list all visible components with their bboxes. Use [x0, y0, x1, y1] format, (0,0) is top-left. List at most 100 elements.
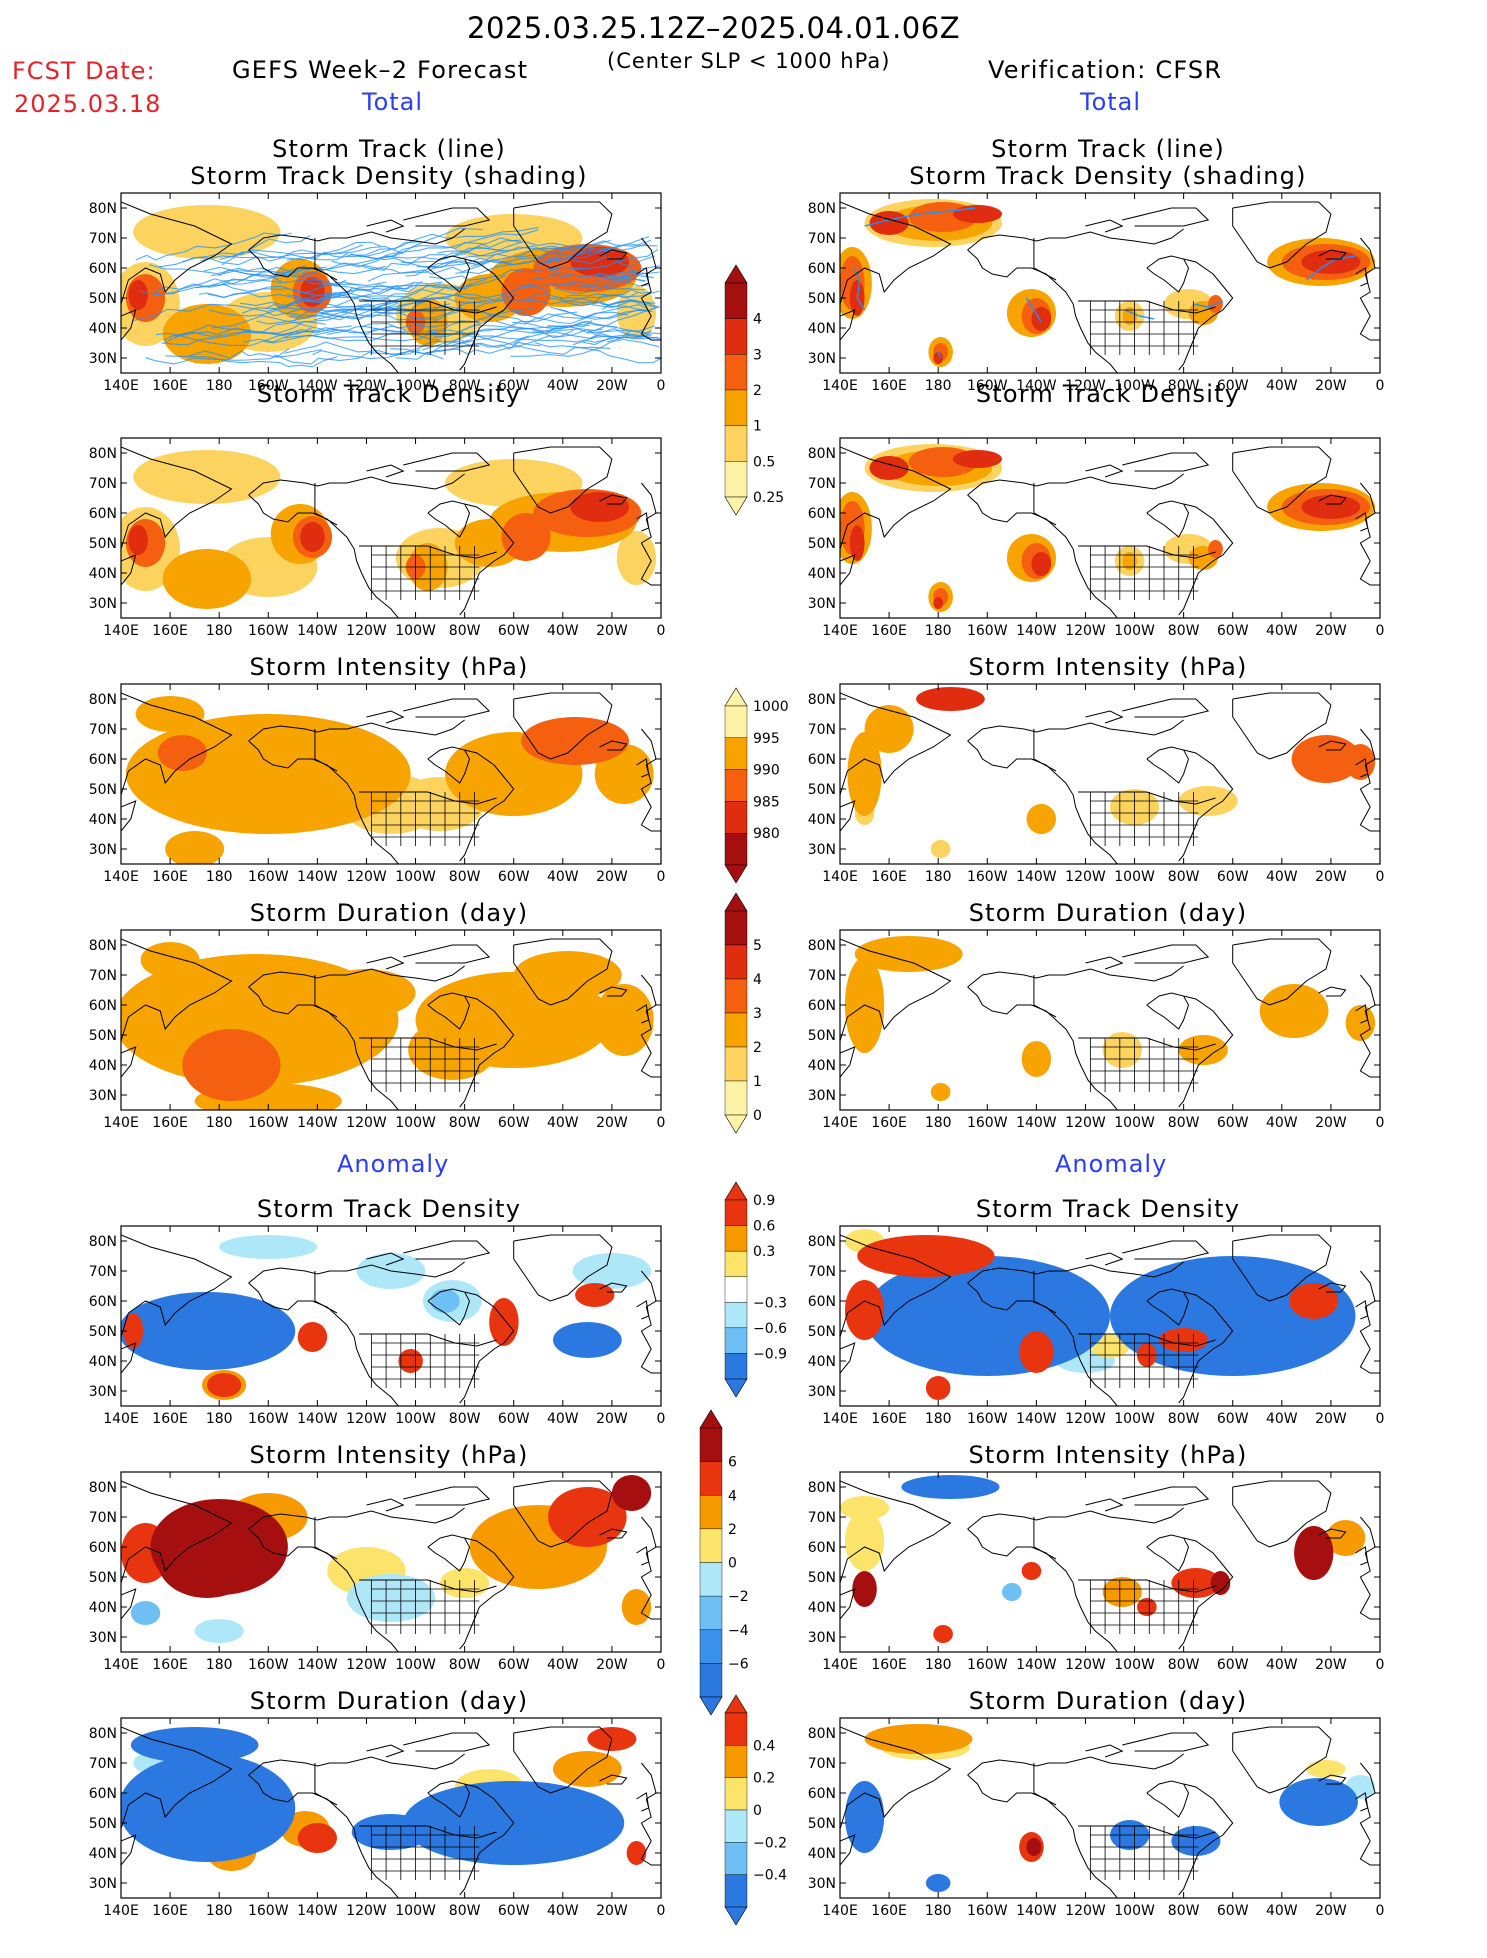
lon-tick-label: 160W [248, 378, 289, 394]
coastline [121, 1342, 137, 1374]
panel-title-obs-duration: Storm Duration (day) [838, 900, 1378, 927]
lat-tick-label: 80N [89, 446, 117, 462]
colorbar-segment [724, 1276, 748, 1303]
lat-tick-label: 50N [808, 1324, 836, 1340]
storm-track-line [510, 338, 660, 357]
lon-tick-label: 20W [596, 1115, 628, 1131]
colorbar-segment [699, 1528, 723, 1563]
shading-region [1026, 804, 1056, 834]
colorbar-segment [724, 801, 748, 834]
coastline [427, 255, 471, 293]
lat-tick-label: 50N [89, 1816, 117, 1832]
coastline [403, 944, 491, 964]
colorbar-label: −0.3 [753, 1295, 787, 1311]
storm-track-line [586, 325, 656, 334]
lon-tick-label: 0 [657, 1115, 666, 1131]
coastline [1232, 446, 1332, 514]
lat-tick-label: 40N [808, 1600, 836, 1616]
storm-track-line [582, 333, 655, 346]
panel-title-obs-density: Storm Track Density [838, 381, 1378, 408]
lat-tick-label: 80N [89, 938, 117, 954]
shading-region [1208, 540, 1223, 558]
lon-tick-label: 20W [596, 1903, 628, 1919]
coastline [121, 938, 233, 1042]
colorbar-segment [724, 1046, 748, 1082]
coastline [1178, 1537, 1234, 1650]
coastline [636, 1546, 650, 1566]
lon-tick-label: 180 [206, 869, 233, 885]
colorbar-bottom-arrow [699, 1696, 723, 1716]
colorbar-segment [724, 1777, 748, 1811]
shading-region [930, 840, 951, 858]
storm-track-line [155, 328, 338, 347]
coastline [248, 228, 465, 251]
shading-region [1122, 552, 1137, 570]
shading-region [849, 525, 865, 561]
shading-region [594, 984, 654, 1056]
shading-region [553, 1322, 622, 1358]
lat-tick-label: 70N [808, 231, 836, 247]
lon-tick-label: 40W [1266, 1115, 1298, 1131]
colorbar-segment [699, 1629, 723, 1664]
lon-tick-label: 100W [1114, 1903, 1155, 1919]
lon-tick-label: 120W [346, 1657, 387, 1673]
map-panel-obs-density: 80N 70N 60N 50N 40N 30N 140E 160E 180 160W 140W 120… [808, 437, 1384, 678]
storm-track-line [132, 303, 305, 322]
storm-track-line [1193, 300, 1224, 308]
lat-tick-label: 60N [808, 752, 836, 768]
coastline [1085, 1744, 1124, 1758]
lon-tick-label: 20W [1315, 1115, 1347, 1131]
map-frame [120, 437, 662, 619]
colorbar-bottom-arrow [724, 496, 748, 516]
lat-tick-label: 60N [808, 261, 836, 277]
shading-region [128, 525, 148, 555]
lat-tick-label: 60N [808, 1786, 836, 1802]
coastline [640, 1762, 661, 1866]
lon-tick-label: 20W [596, 1657, 628, 1673]
lat-tick-label: 80N [808, 938, 836, 954]
lat-tick-label: 40N [808, 566, 836, 582]
shading-region [840, 1496, 890, 1520]
colorbar-segment [699, 1562, 723, 1597]
storm-track-line [429, 266, 586, 281]
colorbar-label: 0.6 [753, 1219, 775, 1235]
lon-tick-label: 160E [871, 378, 907, 394]
lon-tick-label: 140E [103, 1411, 139, 1427]
lon-tick-label: 180 [925, 1115, 952, 1131]
panel-title-fc-intensity-anom: Storm Intensity (hPa) [119, 1442, 659, 1469]
storm-track-line [165, 355, 338, 368]
coastline [967, 965, 1184, 988]
lon-tick-label: 100W [395, 1657, 436, 1673]
shading-region [952, 450, 1002, 468]
colorbar-segment [699, 1461, 723, 1496]
lat-tick-label: 60N [89, 998, 117, 1014]
alaska-border [1033, 483, 1057, 526]
lat-tick-label: 30N [808, 1384, 836, 1400]
coastline [840, 1234, 952, 1338]
lat-tick-label: 30N [808, 596, 836, 612]
coastline [967, 740, 1118, 864]
map-panel-obs-intensity-anom: 80N 70N 60N 50N 40N 30N 140E 160E 180 160W 140W 120… [808, 1471, 1384, 1712]
lon-tick-label: 160W [248, 869, 289, 885]
colorbar-label: 1000 [753, 699, 789, 715]
lon-tick-label: 20W [1315, 869, 1347, 885]
map-panel-fc-duration-anom: 80N 70N 60N 50N 40N 30N 140E 160E 180 160W 140W 120… [89, 1717, 665, 1958]
lat-tick-label: 80N [808, 1234, 836, 1250]
panel-title-obs-track: Storm Track (line) Storm Track Density (s… [838, 136, 1378, 190]
coastline [366, 219, 405, 233]
coastline [1146, 255, 1190, 293]
left-anomaly-label: Anomaly [337, 1150, 450, 1178]
coastline [366, 1498, 405, 1512]
coastline [1232, 692, 1332, 760]
coastline [1232, 1726, 1332, 1794]
shading-region [157, 735, 207, 771]
colorbar-segment [724, 425, 748, 462]
coastline [1178, 258, 1234, 371]
lon-tick-label: 180 [206, 1411, 233, 1427]
shading-region [128, 280, 148, 310]
shading-region [1021, 1562, 1042, 1580]
coastline [1359, 974, 1380, 1078]
coastline [1359, 728, 1380, 832]
lat-tick-label: 50N [808, 536, 836, 552]
coastline [403, 1240, 491, 1260]
